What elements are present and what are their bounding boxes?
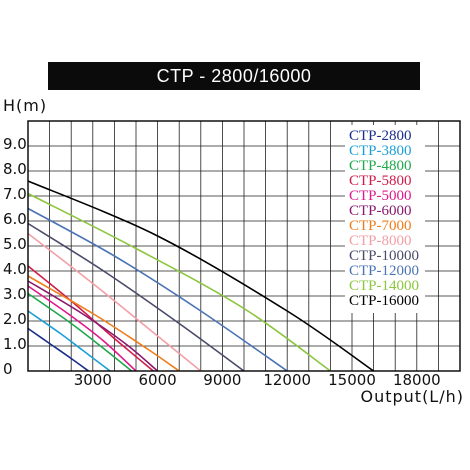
series-line-ctp-14000 xyxy=(27,192,331,372)
series-line-ctp-3800 xyxy=(27,310,111,372)
y-tick-label: 7.0 xyxy=(3,185,27,203)
series-line-ctp-7000 xyxy=(27,275,180,372)
x-tick-label: 3000 xyxy=(74,371,112,389)
x-tick-label: 6000 xyxy=(139,371,177,389)
series-line-ctp-2800 xyxy=(27,327,89,372)
y-tick-label: 5.0 xyxy=(3,235,27,253)
legend-entry: CTP-3800 xyxy=(349,143,412,159)
legend-entry: CTP-5800 xyxy=(349,173,412,189)
series-line-ctp-16000 xyxy=(27,180,375,372)
legend-entry: CTP-7000 xyxy=(349,218,412,234)
series-line-ctp-8000 xyxy=(27,232,202,372)
plot-border xyxy=(27,120,461,372)
x-axis-label: Output(L/h) xyxy=(360,387,464,406)
chart-title: CTP - 2800/16000 xyxy=(48,62,420,90)
x-axis-ticks: 3000 6000 9000 12000 15000 18000 xyxy=(74,371,441,389)
x-tick-label: 9000 xyxy=(203,371,241,389)
legend-entry: CTP-14000 xyxy=(349,278,419,294)
y-tick-label: 9.0 xyxy=(3,135,27,153)
series-line-ctp-12000 xyxy=(27,207,288,372)
series-line-ctp-6000 xyxy=(27,280,159,372)
legend-entry: CTP-12000 xyxy=(349,263,419,279)
x-tick-label: 15000 xyxy=(328,371,376,389)
legend-entry: CTP-8000 xyxy=(349,233,412,249)
legend-entry: CTP-2800 xyxy=(349,128,412,144)
series-line-ctp-4800 xyxy=(27,292,133,372)
y-axis-ticks: 0 1.0 2.0 3.0 4.0 5.0 6.0 7.0 8.0 9.0 xyxy=(3,135,27,378)
x-tick-label: 18000 xyxy=(393,371,441,389)
legend: CTP-2800CTP-3800CTP-4800CTP-5800CTP-5000… xyxy=(345,125,425,313)
y-axis-label: H(m) xyxy=(3,96,47,115)
y-tick-label: 8.0 xyxy=(3,160,27,178)
legend-entry: CTP-4800 xyxy=(349,158,412,174)
x-tick-label: 12000 xyxy=(263,371,311,389)
y-tick-label: 6.0 xyxy=(3,210,27,228)
legend-entry: CTP-6000 xyxy=(349,203,412,219)
y-tick-label: 1.0 xyxy=(3,335,27,353)
series-line-ctp-5000 xyxy=(27,285,137,372)
legend-entry: CTP-16000 xyxy=(349,293,419,309)
series-line-ctp-10000 xyxy=(27,222,245,372)
curves xyxy=(27,180,375,372)
y-tick-label: 0 xyxy=(3,360,13,378)
legend-entry: CTP-5000 xyxy=(349,188,412,204)
legend-entry: CTP-10000 xyxy=(349,248,419,264)
y-tick-label: 2.0 xyxy=(3,310,27,328)
legend-background xyxy=(345,125,425,313)
y-tick-label: 3.0 xyxy=(3,285,27,303)
y-tick-label: 4.0 xyxy=(3,260,27,278)
